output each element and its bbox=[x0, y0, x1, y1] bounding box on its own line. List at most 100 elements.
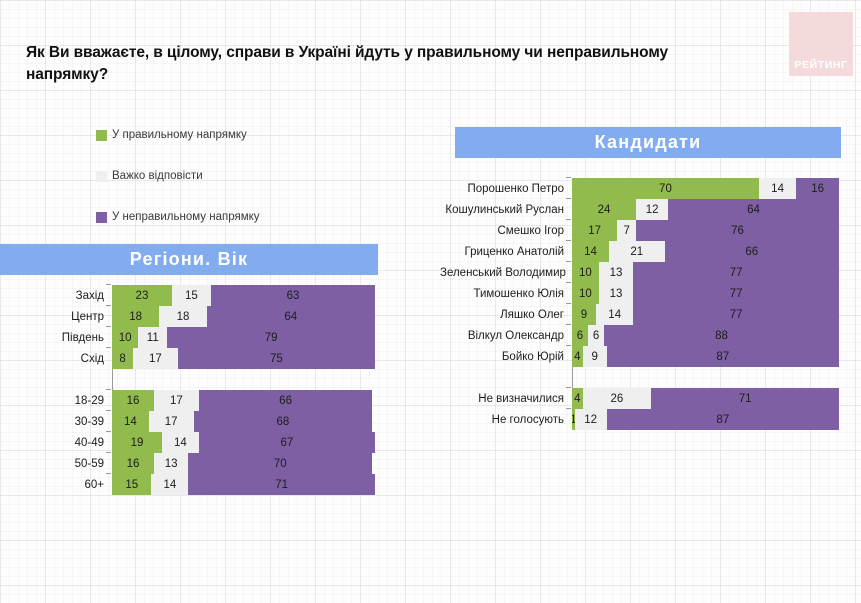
bar-segment-right: 15 bbox=[112, 474, 152, 495]
legend-swatch-right bbox=[96, 129, 107, 141]
axis-tick bbox=[566, 198, 571, 199]
bar-segment-wrong: 79 bbox=[167, 327, 375, 348]
chart-row-bars: 4 26 71 bbox=[566, 387, 839, 409]
bar-segment-wrong: 70 bbox=[188, 453, 373, 474]
axis-tick bbox=[566, 219, 571, 220]
chart-row-bars: 16 17 66 bbox=[106, 389, 375, 411]
axis-tick bbox=[566, 324, 571, 325]
axis-tick bbox=[566, 282, 571, 283]
chart-row-spacer bbox=[0, 369, 380, 390]
chart-row-bars: 15 14 71 bbox=[106, 473, 375, 495]
bar-segment-wrong: 16 bbox=[796, 178, 839, 199]
axis-tick bbox=[566, 345, 571, 346]
chart-candidates: Порошенко Петро 70 14 16 Кошулинський Руслан… bbox=[440, 177, 845, 430]
bar-segment-right: 9 bbox=[572, 304, 597, 325]
chart-row-bars: 17 7 76 bbox=[566, 219, 839, 241]
axis-tick bbox=[566, 177, 571, 178]
legend-label-hard: Важко відповісти bbox=[112, 170, 203, 182]
bar-segment-hard: 12 bbox=[636, 199, 669, 220]
chart-row: Схід 8 17 75 bbox=[0, 347, 380, 369]
bar-segment-right: 8 bbox=[112, 348, 134, 369]
chart-row: Вілкул Олександр 6 6 88 bbox=[440, 324, 845, 346]
chart-row: Тимошенко Юлія 10 13 77 bbox=[440, 282, 845, 304]
chart-row: Смешко Ігор 17 7 76 bbox=[440, 219, 845, 241]
page-title: Як Ви вважаєте, в цілому, справи в Украї… bbox=[26, 44, 669, 84]
bar-segment-wrong: 77 bbox=[633, 304, 839, 325]
chart-row-label: Кошулинський Руслан bbox=[445, 203, 564, 216]
bar-segment-hard: 6 bbox=[588, 325, 605, 346]
axis-tick bbox=[106, 431, 111, 432]
chart-row-bars: 9 14 77 bbox=[566, 303, 839, 325]
panel-banner-candidates-label: Кандидати bbox=[594, 132, 702, 152]
axis-tick bbox=[106, 389, 111, 390]
axis-tick bbox=[106, 284, 111, 285]
chart-row-label: Центр bbox=[71, 310, 104, 323]
bar-segment-right: 10 bbox=[572, 283, 599, 304]
chart-row: 40-49 19 14 67 bbox=[0, 431, 380, 453]
chart-row: Захід 23 15 63 bbox=[0, 284, 380, 306]
logo-text: РЕЙТИНГ bbox=[794, 59, 848, 71]
chart-row-label: Захід bbox=[75, 289, 104, 302]
bar-segment-right: 17 bbox=[572, 220, 618, 241]
chart-row-label: Бойко Юрій bbox=[501, 350, 564, 363]
chart-row-bars: 14 17 68 bbox=[106, 410, 375, 432]
bar-segment-right: 1 bbox=[572, 409, 575, 430]
bar-segment-right: 10 bbox=[572, 262, 599, 283]
bar-segment-wrong: 77 bbox=[633, 283, 839, 304]
bar-segment-hard: 17 bbox=[154, 390, 199, 411]
chart-row-bars: 11287 bbox=[566, 408, 839, 430]
bar-segment-right: 4 bbox=[572, 388, 583, 409]
legend-item-right: У правильному напрямку bbox=[96, 126, 260, 144]
chart-row: Не визначилися 4 26 71 bbox=[440, 387, 845, 409]
chart-row: Південь 10 11 79 bbox=[0, 326, 380, 348]
bar-segment-right: 24 bbox=[572, 199, 637, 220]
bar-segment-wrong: 76 bbox=[636, 220, 839, 241]
chart-row-bars: 10 13 77 bbox=[566, 261, 839, 283]
chart-row-label: Не визначилися bbox=[478, 392, 564, 405]
chart-regions-age: Захід 23 15 63 Центр 18 18 64 Південь 10 11 79 Схід 8… bbox=[0, 284, 380, 495]
chart-row-bars: 14 21 66 bbox=[566, 240, 839, 262]
bar-segment-right: 18 bbox=[112, 306, 160, 327]
bar-segment-right: 6 bbox=[572, 325, 589, 346]
axis-tick bbox=[566, 303, 571, 304]
chart-row-label: Зеленський Володимир bbox=[440, 266, 566, 279]
panel-banner-regions-age: Регіони. Вік bbox=[0, 244, 378, 275]
chart-row-bars: 24 12 64 bbox=[566, 198, 839, 220]
bar-segment-right: 10 bbox=[112, 327, 139, 348]
chart-row-bars: 8 17 75 bbox=[106, 347, 375, 369]
legend-label-right: У правильному напрямку bbox=[112, 129, 247, 141]
axis-tick bbox=[566, 387, 571, 388]
legend-swatch-hard bbox=[96, 170, 107, 182]
legend-swatch-wrong bbox=[96, 211, 107, 223]
bar-segment-wrong: 71 bbox=[651, 388, 839, 409]
bar-segment-wrong: 87 bbox=[606, 409, 839, 430]
bar-segment-right: 16 bbox=[112, 390, 155, 411]
axis-tick bbox=[106, 410, 111, 411]
chart-row-label: Порошенко Петро bbox=[467, 182, 564, 195]
axis-tick bbox=[106, 473, 111, 474]
chart-row-bars: 10 13 77 bbox=[566, 282, 839, 304]
chart-row-label: Гриценко Анатолій bbox=[464, 245, 565, 258]
bar-segment-hard: 14 bbox=[161, 432, 199, 453]
bar-segment-hard: 14 bbox=[596, 304, 634, 325]
chart-row-bars: 16 13 70 bbox=[106, 452, 375, 474]
chart-row-bars: 18 18 64 bbox=[106, 305, 375, 327]
bar-segment-hard: 17 bbox=[133, 348, 178, 369]
axis-tick bbox=[106, 326, 111, 327]
bar-segment-hard: 13 bbox=[598, 283, 634, 304]
chart-row: Гриценко Анатолій 14 21 66 bbox=[440, 240, 845, 262]
chart-row-bars: 19 14 67 bbox=[106, 431, 375, 453]
chart-row: Ляшко Олег 9 14 77 bbox=[440, 303, 845, 325]
bar-segment-wrong: 71 bbox=[188, 474, 375, 495]
bar-segment-hard: 15 bbox=[171, 285, 211, 306]
bar-segment-wrong: 66 bbox=[664, 241, 839, 262]
bar-segment-wrong: 63 bbox=[210, 285, 375, 306]
bar-segment-wrong: 66 bbox=[198, 390, 373, 411]
axis-tick bbox=[106, 305, 111, 306]
bar-segment-hard: 12 bbox=[574, 409, 607, 430]
bar-segment-right: 70 bbox=[572, 178, 759, 199]
panel-banner-regions-age-label: Регіони. Вік bbox=[129, 249, 249, 269]
bar-segment-right: 14 bbox=[572, 241, 609, 262]
chart-row-label: Схід bbox=[80, 352, 104, 365]
